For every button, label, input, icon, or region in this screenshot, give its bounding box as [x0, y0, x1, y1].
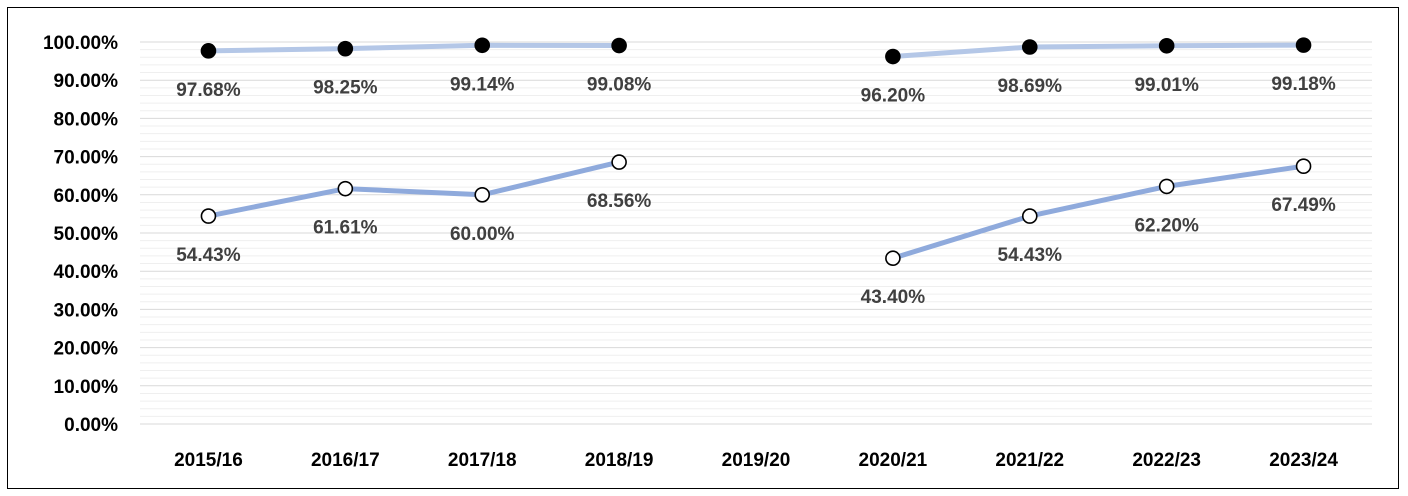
x-tick-label: 2018/19 — [585, 450, 654, 471]
data-point — [1021, 208, 1038, 224]
y-axis-tick-labels: 0.00% 10.00% 20.00% 30.00% 40.00% 50.00% 60.00… — [43, 33, 118, 436]
data-point — [337, 40, 354, 57]
data-label: 62.20% — [1134, 215, 1199, 236]
y-tick-label: 80.00% — [54, 109, 119, 130]
data-point — [1021, 39, 1038, 55]
data-label: 99.18% — [1271, 74, 1336, 95]
data-point — [1295, 158, 1312, 174]
data-point — [611, 154, 627, 170]
x-tick-label: 2016/17 — [311, 450, 380, 471]
y-tick-label: 60.00% — [54, 186, 119, 207]
data-point — [1158, 37, 1175, 54]
x-tick-label: 2015/16 — [174, 450, 243, 471]
data-label: 99.08% — [587, 75, 652, 96]
x-tick-label: 2020/21 — [859, 450, 928, 471]
data-point — [200, 43, 217, 59]
data-label: 99.14% — [450, 74, 515, 95]
data-point — [474, 187, 491, 203]
series-2 — [200, 154, 1312, 267]
data-label: 98.25% — [313, 78, 378, 99]
data-label: 43.40% — [861, 287, 926, 308]
data-point — [337, 180, 354, 197]
data-label: 98.69% — [998, 76, 1063, 97]
x-tick-label: 2019/20 — [722, 450, 791, 471]
data-label: 54.43% — [176, 245, 241, 266]
data-label: 67.49% — [1271, 195, 1336, 216]
gridlines — [140, 41, 1372, 425]
y-tick-label: 50.00% — [54, 224, 119, 245]
y-tick-label: 90.00% — [54, 71, 119, 92]
y-tick-label: 20.00% — [54, 339, 119, 360]
x-tick-label: 2021/22 — [995, 450, 1064, 471]
data-label: 96.20% — [861, 86, 926, 107]
data-label: 97.68% — [176, 80, 241, 101]
data-label: 54.43% — [998, 245, 1063, 266]
data-label: 60.00% — [450, 224, 515, 245]
data-label: 61.61% — [313, 218, 378, 239]
x-tick-label: 2022/23 — [1132, 450, 1201, 471]
x-axis-tick-labels: 2015/16 2016/17 2017/18 2018/19 2019/20 2020/… — [174, 450, 1338, 471]
data-point — [1158, 178, 1175, 195]
data-point — [1295, 37, 1312, 53]
y-tick-label: 70.00% — [54, 148, 119, 169]
data-point — [885, 48, 901, 65]
y-tick-label: 0.00% — [64, 415, 118, 436]
y-tick-label: 10.00% — [54, 377, 119, 398]
y-tick-label: 100.00% — [43, 33, 118, 54]
data-label: 99.01% — [1134, 75, 1199, 96]
series-line — [890, 42, 1307, 60]
series-lines — [200, 37, 1312, 267]
series-line — [205, 159, 622, 219]
data-labels: 97.68% 98.25% 99.14% 99.08% 96.20% 98.69% 99.0… — [176, 74, 1336, 308]
data-point — [611, 37, 627, 54]
data-label: 68.56% — [587, 191, 652, 212]
data-point — [474, 37, 491, 54]
y-tick-label: 40.00% — [54, 262, 119, 283]
series-1 — [200, 37, 1312, 65]
y-tick-label: 30.00% — [54, 300, 119, 321]
x-tick-label: 2017/18 — [448, 450, 517, 471]
series-line — [205, 42, 622, 54]
x-tick-label: 2023/24 — [1269, 450, 1338, 471]
series-line — [890, 163, 1307, 261]
data-point — [200, 208, 217, 224]
data-point — [885, 250, 901, 267]
